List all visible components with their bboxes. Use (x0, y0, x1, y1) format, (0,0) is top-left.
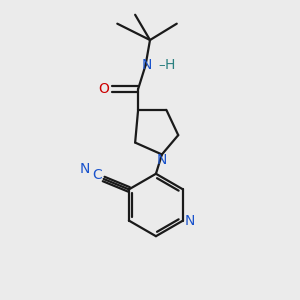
Text: C: C (92, 168, 102, 182)
Text: N: N (142, 58, 152, 72)
Text: N: N (79, 163, 89, 176)
Text: –: – (159, 59, 165, 72)
Text: N: N (157, 153, 167, 167)
Text: H: H (165, 58, 175, 72)
Text: N: N (184, 214, 195, 228)
Text: O: O (98, 82, 110, 96)
